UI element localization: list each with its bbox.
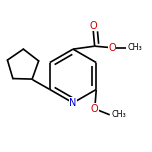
Text: O: O	[89, 21, 97, 31]
Text: CH₃: CH₃	[111, 110, 126, 119]
Text: O: O	[108, 43, 116, 53]
Text: N: N	[69, 98, 77, 108]
Text: CH₃: CH₃	[128, 43, 142, 52]
Text: O: O	[91, 104, 99, 114]
